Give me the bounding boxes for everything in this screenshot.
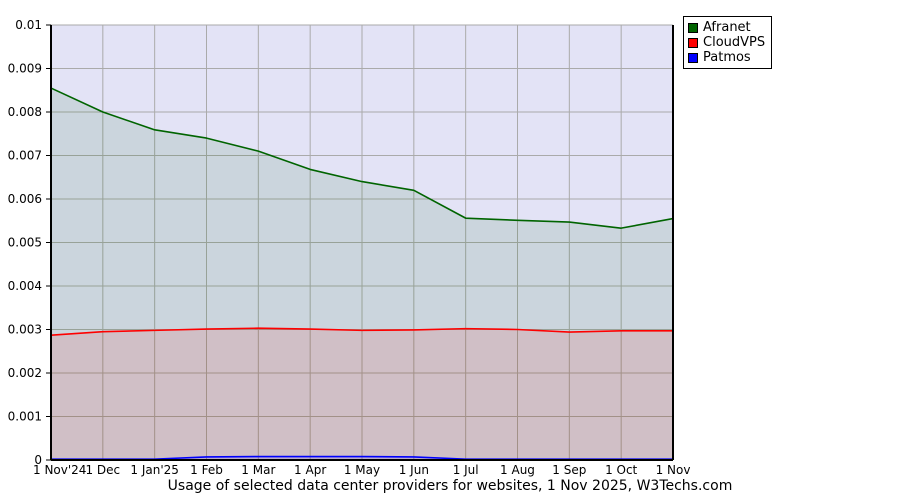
legend-label-patmos: Patmos: [703, 50, 751, 65]
y-tick-label: 0.005: [8, 236, 42, 250]
y-tick-label: 0: [34, 453, 42, 467]
x-tick-label: 1 Mar: [241, 463, 275, 477]
x-tick-label: 1 Aug: [500, 463, 535, 477]
y-axis-ticks: 0 0.001 0.002 0.003 0.004 0.005 0.006 0.007 0.00…: [8, 18, 51, 467]
legend-item-cloudvps: CloudVPS: [688, 35, 765, 50]
y-tick-label: 0.008: [8, 105, 42, 119]
y-tick-label: 0.003: [8, 323, 42, 337]
y-tick-label: 0.007: [8, 149, 42, 163]
x-tick-label: 1 Sep: [552, 463, 586, 477]
legend-item-afranet: Afranet: [688, 20, 765, 35]
x-tick-label: 1 Nov'24: [33, 463, 86, 477]
y-tick-label: 0.01: [15, 18, 42, 32]
x-tick-label: 1 Nov: [656, 463, 691, 477]
series-area-cloudvps: [51, 328, 673, 460]
series-area-afranet: [51, 88, 673, 460]
legend-swatch-cloudvps: [688, 37, 698, 48]
x-tick-label: 1 May: [344, 463, 380, 477]
y-tick-label: 0.009: [8, 62, 42, 76]
y-tick-label: 0.001: [8, 410, 42, 424]
legend-label-cloudvps: CloudVPS: [703, 35, 766, 50]
legend-swatch-patmos: [688, 52, 698, 63]
series-line-cloudvps: [50, 327, 674, 336]
x-tick-label: 1 Feb: [190, 463, 223, 477]
chart-legend: Afranet CloudVPS Patmos: [683, 16, 773, 69]
legend-item-patmos: Patmos: [688, 50, 765, 65]
vertical-gridlines: [102, 25, 622, 460]
y-tick-label: 0.006: [8, 192, 42, 206]
x-tick-label: 1 Jan'25: [130, 463, 179, 477]
legend-label-afranet: Afranet: [703, 20, 751, 35]
series-areas: [51, 88, 673, 460]
legend-swatch-afranet: [688, 22, 698, 33]
x-axis-ticks: 1 Nov'24 1 Dec 1 Jan'25 1 Feb 1 Mar 1 Apr 1 Ma…: [33, 463, 690, 477]
chart-caption: Usage of selected data center providers …: [167, 478, 733, 494]
x-tick-label: 1 Jun: [399, 463, 429, 477]
y-tick-label: 0.002: [8, 366, 42, 380]
x-tick-label: 1 Oct: [605, 463, 637, 477]
x-tick-label: 1 Jul: [453, 463, 479, 477]
x-tick-label: 1 Dec: [85, 463, 120, 477]
series-line-afranet: [50, 87, 674, 229]
y-tick-label: 0.004: [8, 279, 42, 293]
x-tick-label: 1 Apr: [294, 463, 326, 477]
